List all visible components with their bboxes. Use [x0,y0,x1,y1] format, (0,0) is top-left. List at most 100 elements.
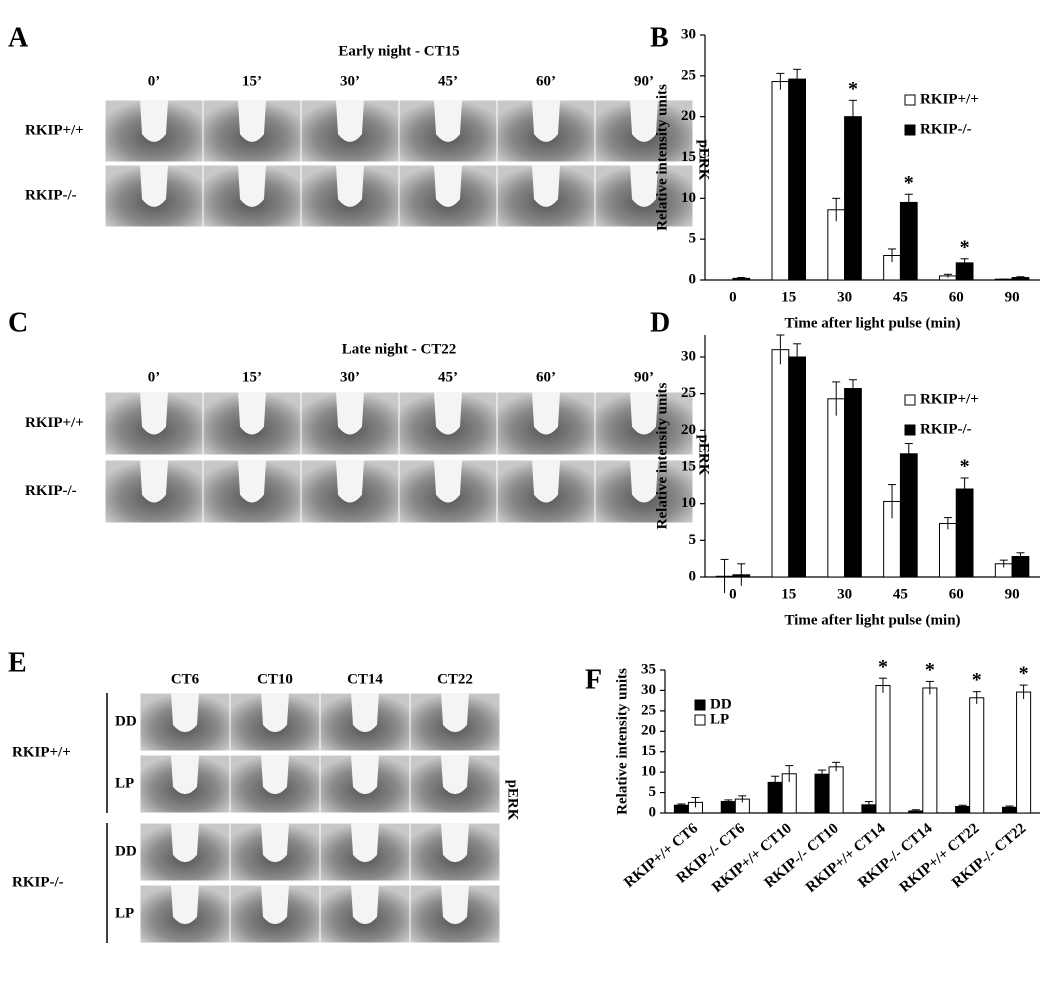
legend-swatch [904,394,916,406]
x-tick-label: 0 [729,586,737,602]
y-tick-label: 10 [641,764,656,780]
legend-swatch [904,424,916,436]
y-tick-label: 20 [681,422,696,438]
row-label: RKIP-/- [25,187,77,203]
ventricle [336,165,364,207]
y-tick-label: 25 [681,67,696,83]
x-tick-label: 60 [949,586,964,602]
y-tick-label: 15 [681,458,696,474]
ventricle [140,165,168,207]
significance-mark: * [1019,663,1029,685]
bar [844,116,862,281]
legend-swatch [904,124,916,136]
panel-letter: D [650,307,670,338]
panel-letter: A [8,22,29,53]
column-label: CT22 [437,671,473,687]
bar [875,685,891,814]
ventricle [238,165,266,207]
bar [814,773,830,814]
panel-letter: F [585,664,602,695]
y-tick-label: 30 [641,682,656,698]
ventricle [261,823,289,863]
row-label: DD [115,713,137,729]
significance-mark: * [925,659,935,681]
x-tick-label: 30 [837,586,852,602]
row-label: LP [115,905,134,921]
ventricle [261,755,289,795]
y-tick-label: 25 [641,702,656,718]
ventricle [171,885,199,925]
bar [788,78,806,281]
x-tick-label: RKIP+/+ CT10 [709,820,795,895]
ventricle [238,100,266,142]
ventricle [351,693,379,733]
column-label: 15’ [242,73,262,89]
panel-letter: C [8,307,28,338]
y-tick-label: 30 [681,348,696,364]
significance-mark: * [972,669,982,691]
ventricle [261,885,289,925]
y-tick-label: 15 [681,149,696,165]
significance-mark: * [904,172,914,194]
ventricle [238,460,266,503]
row-label: RKIP+/+ [25,122,84,138]
y-tick-label: 5 [689,231,697,247]
y-axis-label: Relative intensity units [654,383,670,530]
x-tick-label: 45 [893,586,908,602]
x-tick-label: 0 [729,289,737,305]
side-label: pERK [696,140,712,181]
x-tick-label: 45 [893,289,908,305]
x-axis-label: Time after light pulse (min) [784,612,960,628]
y-tick-label: 5 [649,784,657,800]
ventricle [336,392,364,435]
ventricle [434,100,462,142]
y-axis-label: Relative intensity units [614,668,630,815]
legend-label: RKIP+/+ [920,391,979,407]
column-label: 30’ [340,369,360,385]
y-tick-label: 0 [649,804,657,820]
bar [827,398,846,578]
ventricle [351,823,379,863]
bar [939,522,957,578]
ventricle [441,755,469,795]
ventricle [238,392,266,435]
row-label: RKIP+/+ [25,415,84,431]
legend-label: RKIP+/+ [920,91,979,107]
ventricle [441,693,469,733]
ventricle [532,460,560,503]
bar [899,453,918,578]
y-tick-label: 10 [681,495,696,511]
column-label: 45’ [438,369,458,385]
column-label: CT14 [347,671,383,687]
ventricle [434,392,462,435]
x-tick-label: RKIP+/+ CT14 [803,820,889,896]
row-label: DD [115,843,137,859]
ventricle [630,460,658,503]
ventricle [532,165,560,207]
y-tick-label: 0 [689,271,697,287]
panel-letter: B [650,22,669,53]
panel-title: Early night - CT15 [338,43,459,59]
ventricle [140,392,168,435]
bar [828,766,844,814]
bar [720,801,736,814]
ventricle [434,460,462,503]
ventricle [630,165,658,207]
bar [771,349,790,578]
x-tick-label: 60 [949,289,964,305]
column-label: CT10 [257,671,293,687]
ventricle [140,100,168,142]
y-tick-label: 20 [681,108,696,124]
bar [771,81,790,281]
x-tick-label: 90 [1005,289,1020,305]
column-label: 45’ [438,73,458,89]
ventricle [261,693,289,733]
column-label: 90’ [634,73,654,89]
side-label: pERK [505,780,521,821]
ventricle [336,460,364,503]
bar [844,388,862,578]
column-label: 90’ [634,369,654,385]
significance-mark: * [960,456,970,478]
x-tick-label: RKIP+/+ CT22 [897,820,983,895]
column-label: 60’ [536,369,556,385]
